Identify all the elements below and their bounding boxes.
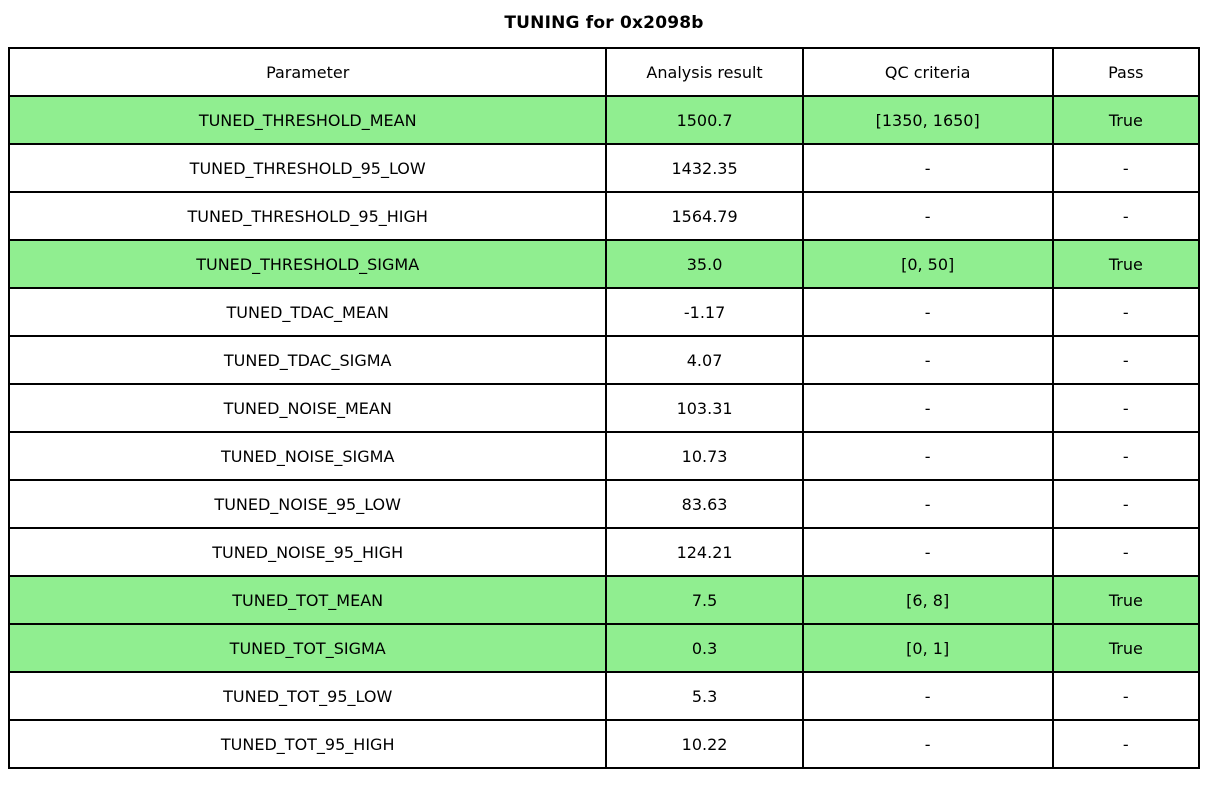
cell-parameter: TUNED_TDAC_SIGMA [7,335,608,385]
table-row: TUNED_TOT_MEAN 7.5 [6, 8] True [7,575,1201,625]
cell-qc-criteria: [6, 8] [801,575,1054,625]
table-row: TUNED_TDAC_SIGMA 4.07- - [7,335,1201,385]
cell-pass: - [1051,335,1201,385]
cell-parameter: TUNED_TOT_MEAN [7,575,608,625]
column-header-analysis-result: Analysis result [605,47,804,97]
cell-analysis-result: 124.21 [605,527,804,577]
table-row: TUNED_THRESHOLD_95_LOW 1432.35- - [7,143,1201,193]
cell-pass: - [1051,431,1201,481]
header-row: Parameter Analysis result QC criteria Pass [7,47,1201,97]
table-row: TUNED_THRESHOLD_95_HIGH 1564.79- - [7,191,1201,241]
cell-analysis-result: 1564.79 [605,191,804,241]
cell-qc-criteria: - [801,671,1054,721]
cell-parameter: TUNED_TDAC_MEAN [7,287,608,337]
table-row: TUNED_THRESHOLD_MEAN 1500.7 [1350, 1650] Tr… [7,95,1201,145]
table-row: TUNED_TDAC_MEAN -1.17- - [7,287,1201,337]
table-row: TUNED_TOT_SIGMA 0.3 [0, 1] True [7,623,1201,673]
cell-qc-criteria: - [801,479,1054,529]
cell-parameter: TUNED_NOISE_95_HIGH [7,527,608,577]
cell-qc-criteria: - [801,383,1054,433]
table-body: TUNED_THRESHOLD_MEAN 1500.7 [1350, 1650] Tr… [7,95,1201,769]
table-row: TUNED_NOISE_SIGMA 10.73- - [7,431,1201,481]
cell-analysis-result: 10.73 [605,431,804,481]
cell-analysis-result: 7.5 [605,575,804,625]
cell-parameter: TUNED_THRESHOLD_SIGMA [7,239,608,289]
cell-parameter: TUNED_THRESHOLD_95_HIGH [7,191,608,241]
cell-analysis-result: 1500.7 [605,95,804,145]
column-header-parameter: Parameter [7,47,608,97]
table-header: Parameter Analysis result QC criteria Pass [7,47,1201,97]
column-header-qc-criteria: QC criteria [801,47,1054,97]
cell-analysis-result: 103.31 [605,383,804,433]
cell-qc-criteria: [1350, 1650] [801,95,1054,145]
table-row: TUNED_NOISE_95_HIGH 124.21- - [7,527,1201,577]
cell-pass: True [1051,575,1201,625]
cell-qc-criteria: - [801,719,1054,769]
cell-pass: True [1051,239,1201,289]
cell-analysis-result: 10.22 [605,719,804,769]
cell-parameter: TUNED_NOISE_95_LOW [7,479,608,529]
cell-pass: - [1051,143,1201,193]
column-header-pass: Pass [1051,47,1201,97]
cell-pass: - [1051,719,1201,769]
cell-qc-criteria: - [801,527,1054,577]
figure-title: TUNING for 0x2098b [504,12,704,33]
cell-qc-criteria: - [801,431,1054,481]
cell-parameter: TUNED_NOISE_SIGMA [7,431,608,481]
cell-analysis-result: 1432.35 [605,143,804,193]
table-row: TUNED_TOT_95_LOW 5.3- - [7,671,1201,721]
cell-qc-criteria: - [801,287,1054,337]
table-row: TUNED_NOISE_95_LOW 83.63- - [7,479,1201,529]
cell-analysis-result: 83.63 [605,479,804,529]
cell-analysis-result: -1.17 [605,287,804,337]
cell-analysis-result: 5.3 [605,671,804,721]
cell-pass: - [1051,671,1201,721]
cell-parameter: TUNED_THRESHOLD_95_LOW [7,143,608,193]
cell-parameter: TUNED_TOT_SIGMA [7,623,608,673]
table-row: TUNED_NOISE_MEAN 103.31- - [7,383,1201,433]
cell-parameter: TUNED_TOT_95_LOW [7,671,608,721]
cell-pass: - [1051,191,1201,241]
cell-pass: - [1051,527,1201,577]
cell-pass: - [1051,383,1201,433]
cell-analysis-result: 35.0 [605,239,804,289]
cell-qc-criteria: [0, 50] [801,239,1054,289]
cell-qc-criteria: - [801,143,1054,193]
cell-analysis-result: 4.07 [605,335,804,385]
cell-qc-criteria: - [801,335,1054,385]
table-row: TUNED_THRESHOLD_SIGMA 35.0 [0, 50] True [7,239,1201,289]
tuning-qc-table: Parameter Analysis result QC criteria Pass … [7,47,1201,769]
cell-pass: True [1051,623,1201,673]
cell-analysis-result: 0.3 [605,623,804,673]
table-row: TUNED_TOT_95_HIGH 10.22- - [7,719,1201,769]
cell-pass: True [1051,95,1201,145]
cell-parameter: TUNED_NOISE_MEAN [7,383,608,433]
cell-pass: - [1051,287,1201,337]
cell-qc-criteria: - [801,191,1054,241]
cell-qc-criteria: [0, 1] [801,623,1054,673]
cell-parameter: TUNED_THRESHOLD_MEAN [7,95,608,145]
cell-pass: - [1051,479,1201,529]
cell-parameter: TUNED_TOT_95_HIGH [7,719,608,769]
